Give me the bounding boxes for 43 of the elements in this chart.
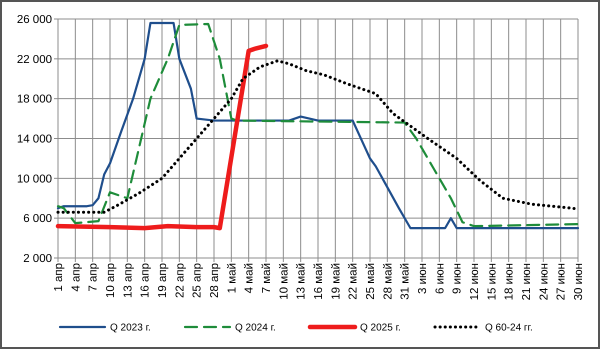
x-tick-label: 30 июн bbox=[573, 263, 586, 300]
x-tick-label: 15 июн bbox=[486, 263, 498, 300]
x-tick-label: 4 апр bbox=[70, 263, 82, 292]
x-tick-label: 31 май bbox=[400, 263, 412, 300]
x-tick-label: 28 апр bbox=[209, 263, 222, 298]
x-tick-label: 10 апр bbox=[105, 263, 118, 298]
x-tick-label: 10 май bbox=[278, 263, 290, 300]
legend-label: Q 2023 г. bbox=[110, 322, 151, 334]
x-tick-label: 19 апр bbox=[157, 263, 170, 298]
x-tick-label: 24 июн bbox=[538, 263, 550, 300]
legend-label: Q 2025 г. bbox=[360, 322, 401, 334]
x-tick-label: 27 июн bbox=[556, 263, 568, 300]
y-tick-label: 10 000 bbox=[16, 173, 52, 186]
x-tick-label: 19 май bbox=[330, 263, 342, 300]
y-tick-label: 2 000 bbox=[23, 253, 52, 266]
x-tick-label: 22 апр bbox=[174, 263, 186, 298]
x-tick-label: 16 апр bbox=[140, 263, 152, 298]
x-tick-label: 3 июн bbox=[417, 263, 430, 294]
x-tick-label: 12 июн bbox=[469, 263, 482, 300]
x-tick-label: 7 май bbox=[261, 263, 274, 294]
legend-label: Q 60-24 гг. bbox=[485, 322, 533, 334]
y-tick-label: 6 000 bbox=[23, 213, 52, 226]
x-tick-label: 4 май bbox=[244, 263, 256, 294]
legend-label: Q 2024 г. bbox=[235, 322, 276, 334]
x-tick-label: 13 май bbox=[296, 263, 308, 300]
x-tick-label: 9 июн bbox=[452, 263, 464, 294]
x-tick-label: 22 май bbox=[348, 263, 360, 300]
x-tick-label: 18 июн bbox=[504, 263, 516, 300]
x-tick-label: 13 апр bbox=[122, 263, 134, 298]
x-tick-label: 28 май bbox=[382, 263, 394, 300]
x-tick-label: 6 июн bbox=[434, 263, 446, 294]
x-tick-label: 25 апр bbox=[192, 263, 204, 298]
x-tick-label: 1 май bbox=[226, 263, 238, 294]
line-series bbox=[56, 44, 268, 230]
x-tick-label: 25 май bbox=[365, 263, 378, 300]
y-tick-label: 22 000 bbox=[16, 54, 52, 66]
y-tick-label: 18 000 bbox=[16, 94, 52, 106]
y-tick-label: 14 000 bbox=[16, 134, 52, 146]
x-tick-label: 1 апр bbox=[53, 263, 66, 292]
y-tick-label: 26 000 bbox=[16, 14, 52, 26]
x-tick-label: 7 апр bbox=[88, 263, 100, 292]
x-tick-label: 16 май bbox=[313, 263, 326, 300]
x-tick-label: 21 июн bbox=[521, 263, 534, 300]
